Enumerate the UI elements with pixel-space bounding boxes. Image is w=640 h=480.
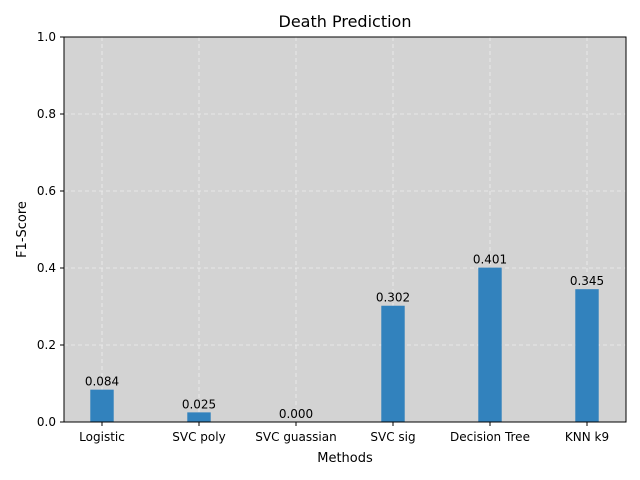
y-axis-ticks: 0.0 0.2 0.4 0.6 0.8 1.0 <box>37 30 64 429</box>
bar <box>187 412 211 422</box>
plot-frame <box>63 36 627 423</box>
x-axis-label: Methods <box>317 451 373 466</box>
bar-value-label: 0.000 <box>279 407 313 421</box>
x-tick-label: Logistic <box>79 430 125 444</box>
bar <box>90 389 114 422</box>
bar-value-label: 0.025 <box>182 397 216 411</box>
y-tick-label: 0.2 <box>37 338 56 352</box>
bar-value-label: 0.345 <box>570 274 604 288</box>
plot-area <box>64 37 626 422</box>
y-tick-label: 0.6 <box>37 184 56 198</box>
bar <box>478 267 502 422</box>
bar <box>575 289 599 422</box>
x-tick-label: SVC poly <box>172 430 225 444</box>
bar-value-label: 0.401 <box>473 253 507 267</box>
x-tick-label: Decision Tree <box>450 430 530 444</box>
bar-value-label: 0.302 <box>376 291 410 305</box>
x-tick-label: SVC guassian <box>255 430 336 444</box>
bar-value-label: 0.084 <box>85 375 119 389</box>
y-tick-label: 0.8 <box>37 107 56 121</box>
y-tick-label: 0.0 <box>37 415 56 429</box>
y-tick-label: 0.4 <box>37 261 56 275</box>
bars <box>90 267 599 422</box>
chart-title: Death Prediction <box>279 12 412 31</box>
y-axis-label: F1-Score <box>15 201 30 258</box>
y-tick-label: 1.0 <box>37 30 56 44</box>
x-axis-ticks: Logistic SVC poly SVC guassian SVC sig Decis… <box>79 422 609 444</box>
bar <box>381 305 405 422</box>
value-labels: 0.084 0.025 0.000 0.302 0.401 0.345 <box>85 253 604 421</box>
x-tick-label: KNN k9 <box>565 430 609 444</box>
x-tick-label: SVC sig <box>370 430 415 444</box>
